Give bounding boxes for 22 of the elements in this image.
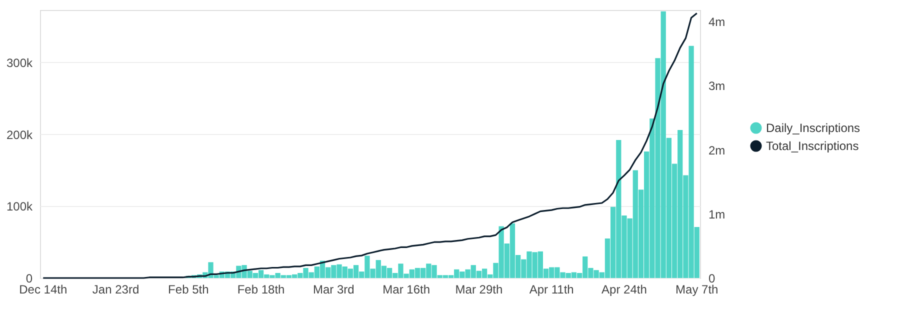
x-tick-label: Feb 18th [237, 282, 285, 296]
x-tick-label: Jan 23rd [92, 282, 140, 296]
y-tick-label: 0 [26, 272, 33, 286]
x-tick-label: Apr 11th [529, 282, 574, 296]
legend-label: Total_Inscriptions [766, 139, 859, 153]
x-tick-label: Feb 5th [168, 282, 209, 296]
line-series [42, 12, 698, 279]
x-tick-label: Dec 14th [19, 282, 68, 296]
y-tick-label: 300k [6, 56, 34, 70]
x-tick-label: May 7th [676, 282, 718, 296]
y2-tick-label: 2m [708, 143, 726, 158]
y2-tick-label: 3m [708, 79, 726, 94]
y2-tick-label: 1m [708, 207, 726, 222]
y-tick-label: 200k [6, 128, 34, 142]
y2-tick-label: 0 [708, 272, 716, 286]
y2-tick-label: 4m [708, 15, 726, 30]
legend-label: Daily_Inscriptions [766, 121, 860, 135]
x-tick-label: Mar 16th [382, 282, 430, 296]
y-tick-label: 100k [6, 200, 34, 214]
x-tick-label: Apr 24th [602, 282, 647, 296]
x-tick-label: Mar 3rd [313, 282, 354, 296]
x-tick-label: Mar 29th [455, 282, 503, 296]
